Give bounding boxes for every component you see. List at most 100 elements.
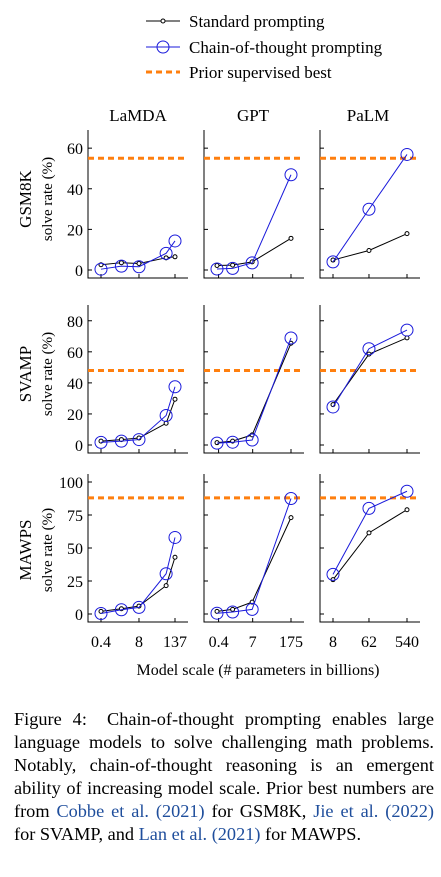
cot-point-mawps-palm [326, 567, 340, 581]
cot-point-gsm8k-lamda [132, 260, 146, 274]
cot-point-mawps-palm [362, 501, 376, 515]
cot-series-line-svamp-lamda [100, 386, 176, 443]
axis-frame-gsm8k-gpt [203, 130, 304, 279]
row-ylabel-mawps: solve rate (%) [40, 508, 56, 592]
cot-series-line-mawps-palm [332, 490, 408, 575]
standard-point-gsm8k-palm [404, 231, 410, 237]
x-tick-label-lamda: 0.4 [91, 634, 111, 651]
cot-point-svamp-gpt [245, 433, 259, 447]
axis-frame-mawps-palm [319, 474, 420, 623]
cot-point-gsm8k-palm [326, 255, 340, 269]
x-tick-label-palm: 8 [329, 634, 337, 651]
cot-point-gsm8k-gpt [210, 262, 224, 276]
cot-point-gsm8k-lamda [94, 262, 108, 276]
axis-frame-svamp-lamda [87, 305, 188, 454]
cot-point-mawps-gpt [284, 492, 298, 505]
cot-point-gsm8k-lamda [168, 234, 182, 248]
standard-point-mawps-lamda [163, 583, 169, 589]
cot-series-line-mawps-lamda [100, 537, 176, 614]
standard-point-mawps-palm [330, 577, 336, 583]
standard-series-line-mawps-palm [332, 509, 408, 580]
standard-point-mawps-gpt [288, 515, 294, 521]
caption-text: for SVAMP, and [14, 824, 139, 844]
cot-point-svamp-palm [362, 342, 376, 356]
axis-frame-gsm8k-lamda [87, 130, 188, 279]
standard-point-gsm8k-palm [366, 248, 372, 254]
standard-series-line-gsm8k-gpt [216, 237, 292, 267]
x-tick-label-palm: 540 [395, 634, 419, 651]
legend-prior-label: Prior supervised best [189, 63, 332, 82]
cot-point-mawps-lamda [114, 603, 128, 617]
cot-point-mawps-lamda [94, 606, 108, 620]
column-title-lamda: LaMDA [109, 106, 167, 125]
x-tick-label-lamda: 8 [135, 634, 143, 651]
cot-point-gsm8k-palm [362, 202, 376, 216]
cot-point-mawps-lamda [159, 567, 173, 581]
standard-point-mawps-palm [366, 530, 372, 536]
cot-point-svamp-gpt [226, 435, 240, 449]
row-ylabel-svamp: solve rate (%) [40, 332, 56, 416]
standard-point-gsm8k-lamda [136, 261, 142, 267]
standard-series-line-svamp-gpt [216, 343, 292, 444]
cot-point-gsm8k-gpt [245, 256, 259, 270]
figure-4-chart: Standard prompting Chain-of-thought prom… [16, 12, 420, 679]
standard-series-line-gsm8k-palm [332, 233, 408, 261]
legend-standard-marker [160, 18, 166, 24]
cot-point-svamp-gpt [284, 331, 298, 345]
standard-point-mawps-gpt [230, 606, 236, 612]
legend-cot-label: Chain-of-thought prompting [189, 38, 383, 57]
y-tick-label-svamp: 40 [67, 376, 83, 393]
row-title-mawps: MAWPS [16, 520, 35, 581]
y-tick-label-gsm8k: 40 [67, 182, 83, 199]
cot-series-line-svamp-palm [332, 329, 408, 408]
axis-frame-mawps-gpt [203, 474, 304, 623]
cot-point-gsm8k-lamda [159, 246, 173, 260]
y-tick-label-mawps: 25 [67, 574, 83, 591]
y-tick-label-svamp: 80 [67, 314, 83, 331]
caption-text: for GSM8K, [204, 801, 314, 821]
legend-cot-marker [156, 40, 170, 54]
x-tick-label-gpt: 0.4 [209, 634, 229, 651]
cot-point-svamp-lamda [114, 434, 128, 448]
standard-point-mawps-gpt [214, 608, 220, 614]
standard-point-gsm8k-gpt [288, 235, 294, 241]
x-tick-label-palm: 62 [361, 634, 377, 651]
cot-point-mawps-gpt [210, 606, 224, 620]
row-title-svamp: SVAMP [16, 346, 35, 402]
cot-point-gsm8k-palm [400, 147, 414, 161]
cot-point-gsm8k-gpt [284, 168, 298, 182]
cot-point-mawps-gpt [245, 602, 259, 616]
cot-point-svamp-lamda [159, 408, 173, 422]
cot-point-gsm8k-lamda [114, 259, 128, 273]
y-tick-label-svamp: 20 [67, 407, 83, 424]
x-tick-label-lamda: 137 [163, 634, 187, 651]
standard-point-svamp-lamda [172, 396, 178, 402]
cot-point-svamp-lamda [168, 380, 182, 394]
y-tick-label-gsm8k: 60 [67, 141, 83, 158]
standard-series-line-svamp-lamda [100, 399, 176, 442]
legend: Standard prompting Chain-of-thought prom… [146, 12, 383, 82]
standard-series-line-mawps-gpt [216, 517, 292, 612]
row-title-gsm8k: GSM8K [16, 169, 35, 227]
y-tick-label-gsm8k: 20 [67, 222, 83, 239]
cot-series-line-gsm8k-gpt [216, 174, 292, 270]
cot-series-line-svamp-gpt [216, 337, 292, 444]
cot-point-svamp-palm [400, 323, 414, 337]
y-tick-label-svamp: 0 [75, 438, 83, 455]
cot-series-line-mawps-gpt [216, 498, 292, 614]
caption-text: Figure 4: Chain-of-thought prompting ena… [14, 709, 434, 821]
cot-point-svamp-palm [326, 400, 340, 414]
panel-grid: 0 20 40 60 0 20 40 60 80 0 25 50 75 100 0.4 8 137 0.4 7 175… [59, 130, 420, 651]
citation-lan[interactable]: Lan et al. (2021) [138, 824, 261, 844]
y-tick-label-gsm8k: 0 [75, 263, 83, 280]
y-tick-label-svamp: 60 [67, 345, 83, 362]
axis-frame-svamp-palm [319, 305, 420, 454]
caption-text: for MAWPS. [260, 824, 362, 844]
citation-jie[interactable]: Jie et al. (2022) [313, 801, 434, 821]
cot-point-mawps-palm [400, 484, 414, 498]
column-title-palm: PaLM [347, 106, 390, 125]
citation-cobbe[interactable]: Cobbe et al. (2021) [56, 801, 205, 821]
cot-point-svamp-gpt [210, 436, 224, 450]
cot-point-mawps-lamda [132, 600, 146, 614]
row-ylabel-gsm8k: solve rate (%) [40, 157, 56, 241]
